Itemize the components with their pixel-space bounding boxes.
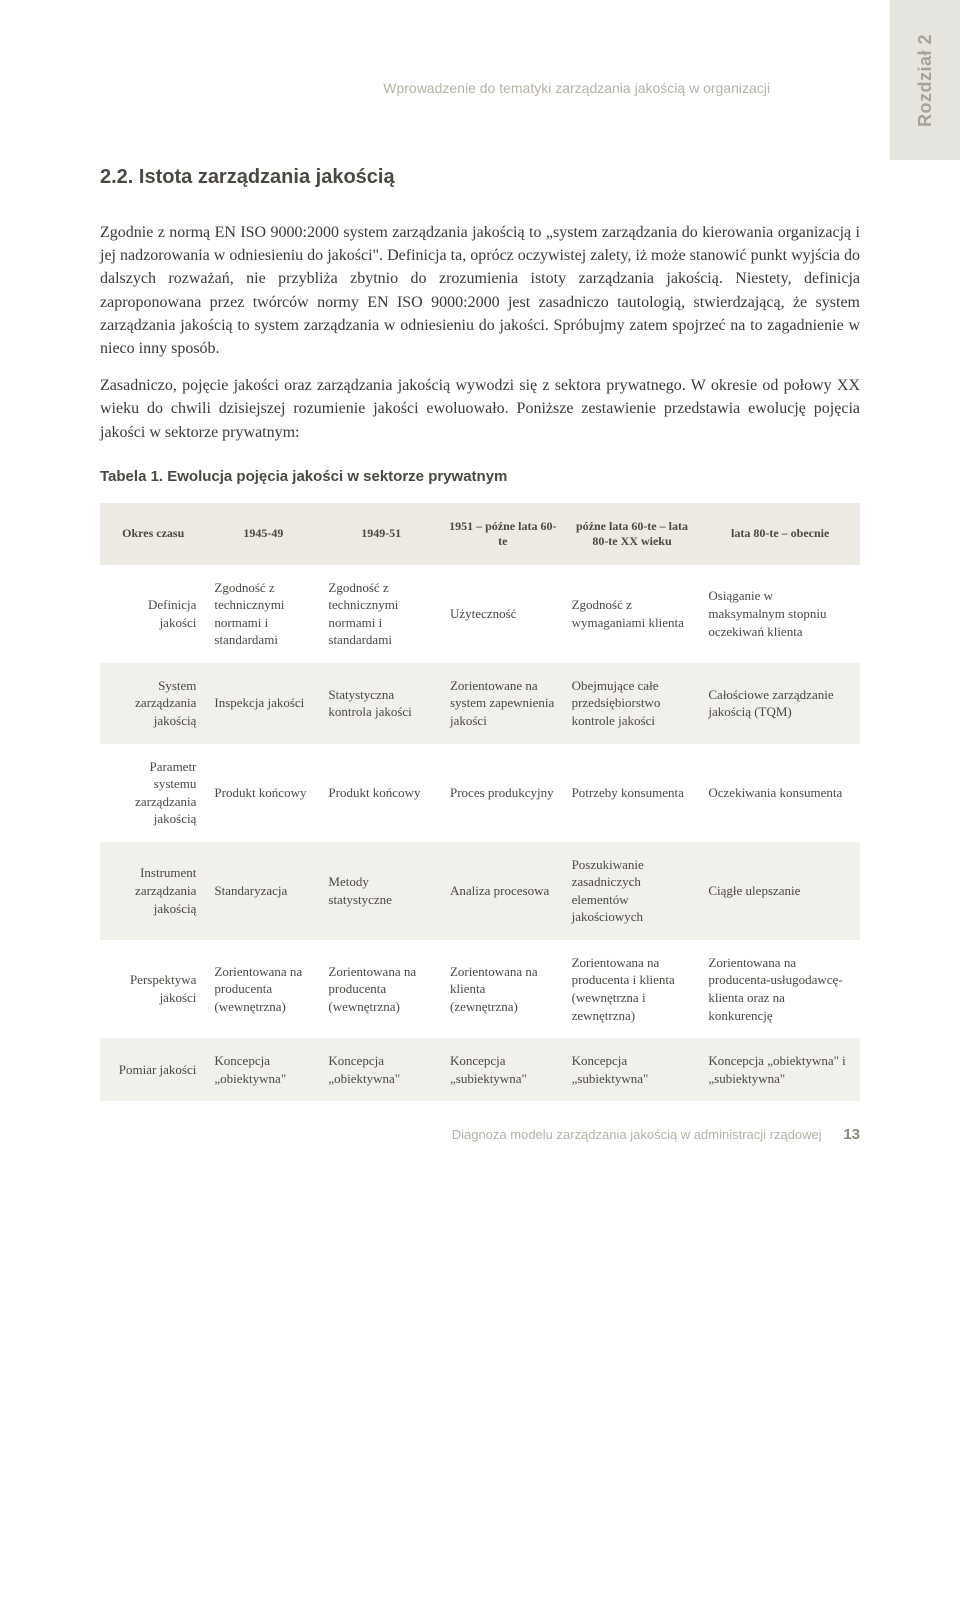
table-cell: Zgodność z wymaganiami klienta: [564, 565, 701, 663]
table-cell: Zorientowana na klienta (zewnętrzna): [442, 940, 564, 1038]
footer: Diagnoza modelu zarządzania jakością w a…: [452, 1126, 860, 1143]
table-cell: Poszukiwanie zasadniczych elementów jako…: [564, 842, 701, 940]
body-paragraph: Zasadniczo, pojęcie jakości oraz zarządz…: [100, 374, 860, 444]
col-header: Okres czasu: [100, 503, 206, 565]
table-row: Parametr systemu zarządzania jakością Pr…: [100, 744, 860, 842]
page: Rozdział 2 Wprowadzenie do tematyki zarz…: [0, 0, 960, 1171]
table-cell: Ciągłe ulepszanie: [700, 842, 860, 940]
chapter-tab-label: Rozdział 2: [915, 33, 936, 126]
table-cell: Koncepcja „subiektywna": [564, 1038, 701, 1101]
table-cell: Koncepcja „obiektywna" i „subiektywna": [700, 1038, 860, 1101]
footer-text: Diagnoza modelu zarządzania jakością w a…: [452, 1127, 822, 1142]
table-cell: Koncepcja „obiektywna": [206, 1038, 320, 1101]
table-cell: Osiąganie w maksymalnym stopniu oczekiwa…: [700, 565, 860, 663]
table-cell: Zorientowana na producenta (wewnętrzna): [320, 940, 442, 1038]
table-cell: Użyteczność: [442, 565, 564, 663]
col-header: lata 80-te – obecnie: [700, 503, 860, 565]
table-caption: Tabela 1. Ewolucja pojęcia jakości w sek…: [100, 468, 860, 485]
table-cell: Zorientowana na producenta (wewnętrzna): [206, 940, 320, 1038]
row-header: System zarządzania jakością: [100, 663, 206, 744]
table-cell: Zorientowana na producenta i klienta (we…: [564, 940, 701, 1038]
table-cell: Koncepcja „subiektywna": [442, 1038, 564, 1101]
table-row: Instrument zarządzania jakością Standary…: [100, 842, 860, 940]
body-paragraph: Zgodnie z normą EN ISO 9000:2000 system …: [100, 221, 860, 360]
table-cell: Zgodność z technicznymi normami i standa…: [320, 565, 442, 663]
evolution-table: Okres czasu 1945-49 1949-51 1951 – późne…: [100, 503, 860, 1101]
col-header: późne lata 60-te – lata 80-te XX wieku: [564, 503, 701, 565]
table-row: System zarządzania jakością Inspekcja ja…: [100, 663, 860, 744]
table-cell: Produkt końcowy: [206, 744, 320, 842]
row-header: Definicja jakości: [100, 565, 206, 663]
table-cell: Zorientowana na producenta-usługodawcę-k…: [700, 940, 860, 1038]
table-header-row: Okres czasu 1945-49 1949-51 1951 – późne…: [100, 503, 860, 565]
col-header: 1949-51: [320, 503, 442, 565]
table-row: Pomiar jakości Koncepcja „obiektywna" Ko…: [100, 1038, 860, 1101]
table-cell: Proces produkcyjny: [442, 744, 564, 842]
table-cell: Koncepcja „obiektywna": [320, 1038, 442, 1101]
table-row: Perspektywa jakości Zorientowana na prod…: [100, 940, 860, 1038]
row-header: Instrument zarządzania jakością: [100, 842, 206, 940]
row-header: Parametr systemu zarządzania jakością: [100, 744, 206, 842]
table-cell: Oczekiwania konsumenta: [700, 744, 860, 842]
table-cell: Całościowe zarządzanie jakością (TQM): [700, 663, 860, 744]
table-cell: Inspekcja jakości: [206, 663, 320, 744]
row-header: Perspektywa jakości: [100, 940, 206, 1038]
section-title: 2.2. Istota zarządzania jakością: [100, 166, 860, 189]
page-number: 13: [843, 1126, 860, 1143]
table-cell: Zgodność z technicznymi normami i standa…: [206, 565, 320, 663]
col-header: 1951 – późne lata 60-te: [442, 503, 564, 565]
table-cell: Metody statystyczne: [320, 842, 442, 940]
chapter-tab: Rozdział 2: [890, 0, 960, 160]
table-cell: Zorientowane na system zapewnienia jakoś…: [442, 663, 564, 744]
table-cell: Statystyczna kontrola jakości: [320, 663, 442, 744]
table-cell: Standaryzacja: [206, 842, 320, 940]
table-cell: Analiza procesowa: [442, 842, 564, 940]
table-cell: Obejmujące całe przedsiębiorstwo kontrol…: [564, 663, 701, 744]
col-header: 1945-49: [206, 503, 320, 565]
table-cell: Potrzeby konsumenta: [564, 744, 701, 842]
table-cell: Produkt końcowy: [320, 744, 442, 842]
table-row: Definicja jakości Zgodność z technicznym…: [100, 565, 860, 663]
running-head: Wprowadzenie do tematyki zarządzania jak…: [100, 80, 860, 96]
row-header: Pomiar jakości: [100, 1038, 206, 1101]
